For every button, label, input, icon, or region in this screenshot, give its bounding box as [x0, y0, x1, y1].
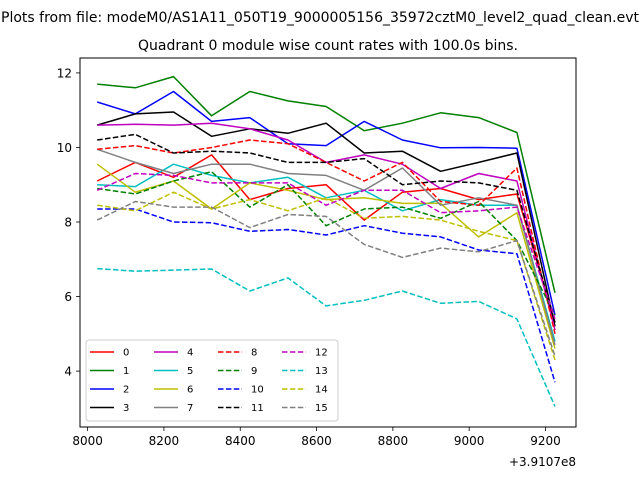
legend-label-12: 12	[315, 348, 328, 359]
series-line-1	[97, 75, 556, 293]
series-line-14	[97, 191, 556, 361]
series-line-4	[97, 122, 556, 331]
x-tick-label: 8800	[378, 434, 409, 448]
series-line-11	[97, 133, 556, 323]
legend-label-5: 5	[187, 366, 193, 377]
y-axis: 4 6 8 10 12	[57, 66, 80, 379]
series-line-8	[97, 139, 556, 334]
x-tick-label: 9000	[454, 434, 485, 448]
legend-label-13: 13	[315, 366, 328, 377]
x-axis: 8000 8200 8400 8600 8800 9000 9200	[72, 427, 561, 448]
series-lines	[96, 75, 556, 407]
legend-label-10: 10	[251, 385, 264, 396]
plot-frame	[79, 57, 577, 428]
legend-label-1: 1	[123, 366, 129, 377]
legend-label-15: 15	[315, 403, 328, 414]
legend-label-9: 9	[251, 366, 257, 377]
series-line-9	[97, 170, 556, 316]
series-line-6	[96, 163, 556, 349]
series-line-10	[97, 208, 556, 383]
legend-label-6: 6	[187, 385, 193, 396]
series-line-7	[96, 148, 556, 346]
y-tick-label: 8	[64, 216, 72, 230]
series-line-12	[96, 172, 556, 320]
legend-label-14: 14	[315, 385, 328, 396]
x-offset-text: +3.9107e8	[509, 455, 576, 469]
legend-box	[85, 339, 339, 422]
y-tick-label: 10	[57, 141, 72, 155]
chart-title: Quadrant 0 module wise count rates with …	[138, 38, 518, 54]
series-line-13	[97, 267, 556, 407]
x-tick-label: 8400	[225, 434, 256, 448]
series-line-0	[96, 154, 556, 323]
y-tick-label: 6	[64, 290, 72, 304]
series-line-2	[96, 90, 556, 316]
series-line-15	[96, 200, 556, 357]
legend-label-7: 7	[187, 403, 193, 414]
legend-label-11: 11	[251, 403, 264, 414]
legend-label-2: 2	[123, 385, 129, 396]
x-tick-label: 8200	[149, 434, 180, 448]
y-tick-label: 4	[64, 365, 72, 379]
y-tick-label: 12	[57, 66, 72, 80]
legend-label-0: 0	[123, 348, 129, 359]
legend-label-8: 8	[251, 348, 257, 359]
series-line-3	[96, 111, 556, 327]
legend-label-3: 3	[123, 403, 129, 414]
x-tick-label: 9200	[530, 434, 561, 448]
x-tick-label: 8000	[72, 434, 103, 448]
x-tick-label: 8600	[301, 434, 332, 448]
legend-label-4: 4	[187, 348, 193, 359]
chart-suptitle: Plots from file: modeM0/AS1A11_050T19_90…	[1, 10, 639, 26]
